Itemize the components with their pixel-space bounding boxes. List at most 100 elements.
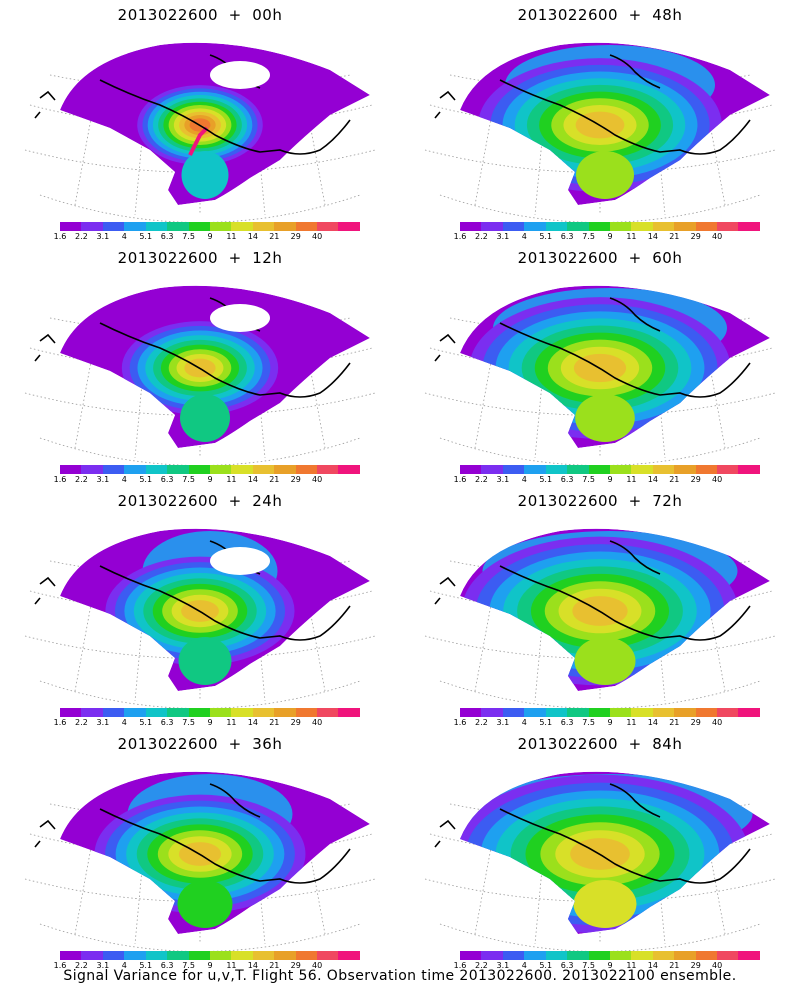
- colorbar-swatch: [317, 951, 339, 960]
- map-panel: 2013022600 + 48h 1.6 2.2 3.1 4 5.1 6.3 7.5 9 11 14…: [400, 0, 800, 241]
- colorbar-swatch: [102, 222, 125, 231]
- colorbar-swatch: [60, 465, 82, 474]
- colorbar: 1.6 2.2 3.1 4 5.1 6.3 7.5 9 11 14 21 29 40: [454, 708, 760, 732]
- colorbar-tick-label: 4: [121, 961, 127, 970]
- colorbar-tick-label: 11: [226, 961, 237, 970]
- variance-field: [460, 771, 770, 934]
- colorbar-tick-label: 21: [669, 961, 680, 970]
- colorbar-swatch: [338, 222, 360, 231]
- variance-map: [24, 528, 376, 708]
- colorbar-swatch: [588, 465, 610, 474]
- map-panel: 2013022600 + 72h 1.6 2.2 3.1 4 5.1 6.3 7.5 9 11 14…: [400, 486, 800, 727]
- colorbar-tick-label: 2.2: [475, 718, 488, 727]
- colorbar-tick-label: 4: [121, 475, 127, 484]
- colorbar-tick-label: 9: [207, 232, 213, 241]
- panel-title: 2013022600 + 36h: [117, 735, 283, 753]
- colorbar-swatch: [609, 465, 632, 474]
- panel-title: 2013022600 + 00h: [117, 6, 283, 24]
- colorbar-tick-label: 3.1: [96, 961, 110, 970]
- colorbar-swatch: [124, 708, 146, 717]
- colorbar-tick-label: 1.6: [453, 961, 467, 970]
- colorbar-tick-label: 3.1: [96, 718, 110, 727]
- colorbar-swatch: [231, 222, 253, 231]
- colorbar-swatch: [188, 222, 210, 231]
- colorbar-tick-label: 21: [669, 475, 680, 484]
- colorbar-swatch: [338, 708, 360, 717]
- missing-data: [210, 304, 270, 332]
- colorbar-tick-label: 14: [647, 718, 658, 727]
- panel-title: 2013022600 + 24h: [117, 492, 283, 510]
- colorbar-swatch: [295, 465, 318, 474]
- colorbar-swatch: [295, 708, 318, 717]
- colorbar-tick-label: 6.3: [160, 232, 174, 241]
- colorbar-tick-label: 29: [290, 232, 301, 241]
- colorbar-swatch: [674, 708, 696, 717]
- colorbar-tick-label: 29: [690, 961, 701, 970]
- coastline: [434, 540, 751, 641]
- colorbar-swatch: [460, 222, 482, 231]
- colorbar-swatch: [60, 951, 82, 960]
- colorbar-swatch: [652, 222, 675, 231]
- colorbar-swatch: [481, 708, 503, 717]
- contour-fill: [177, 880, 233, 928]
- colorbar-swatch: [274, 708, 296, 717]
- colorbar-swatch: [188, 465, 210, 474]
- colorbar-tick-label: 3.1: [496, 232, 510, 241]
- colorbar-tick-label: 1.6: [453, 232, 467, 241]
- colorbar-swatch: [588, 951, 610, 960]
- colorbar-tick-label: 40: [312, 232, 323, 241]
- colorbar-tick-label: 40: [312, 475, 323, 484]
- colorbar-tick-label: 21: [669, 232, 680, 241]
- colorbar-tick-label: 11: [626, 718, 637, 727]
- variance-map: [24, 42, 376, 222]
- colorbar-swatch: [545, 465, 568, 474]
- colorbar-swatch: [188, 951, 210, 960]
- variance-map: [24, 771, 376, 951]
- colorbar-tick-label: 7.5: [182, 232, 195, 241]
- colorbar-tick-label: 1.6: [53, 718, 67, 727]
- colorbar-swatch: [295, 222, 318, 231]
- colorbar-swatch: [338, 951, 360, 960]
- colorbar-tick-label: 14: [247, 961, 258, 970]
- colorbar: 1.6 2.2 3.1 4 5.1 6.3 7.5 9 11 14 21 29 40: [454, 951, 760, 975]
- colorbar-tick-label: 14: [647, 961, 658, 970]
- variance-field: [460, 528, 770, 691]
- colorbar-swatch: [317, 708, 339, 717]
- colorbar-swatch: [274, 222, 296, 231]
- variance-field: [60, 528, 370, 691]
- colorbar-swatch: [545, 951, 568, 960]
- colorbar-tick-label: 40: [712, 718, 723, 727]
- colorbar-swatch: [545, 222, 568, 231]
- colorbar-swatch: [652, 465, 675, 474]
- colorbar-tick-label: 1.6: [53, 475, 67, 484]
- map-panel: 2013022600 + 00h 1.6 2.2 3.1 4 5.1 6.3 7.5 9 11 14…: [0, 0, 400, 241]
- colorbar-tick-label: 7.5: [182, 718, 195, 727]
- colorbar-tick-label: 6.3: [160, 718, 174, 727]
- colorbar-tick-label: 5.1: [539, 475, 553, 484]
- colorbar-tick-label: 7.5: [182, 961, 195, 970]
- colorbar-swatch: [524, 708, 546, 717]
- colorbar-swatch: [145, 951, 168, 960]
- map-panel: 2013022600 + 84h 1.6 2.2 3.1 4 5.1 6.3 7.5 9 11 14…: [400, 729, 800, 970]
- coastline: [434, 783, 751, 884]
- variance-field: [60, 42, 370, 206]
- colorbar-swatch: [738, 465, 760, 474]
- colorbar-swatch: [652, 951, 675, 960]
- colorbar-tick-label: 4: [121, 232, 127, 241]
- coastline: [434, 54, 751, 155]
- colorbar-swatch: [524, 951, 546, 960]
- variance-field: [60, 285, 370, 448]
- colorbar-tick-label: 7.5: [582, 475, 595, 484]
- colorbar-tick-label: 3.1: [496, 475, 510, 484]
- colorbar-tick-label: 7.5: [582, 718, 595, 727]
- colorbar-tick-label: 11: [226, 475, 237, 484]
- variance-field: [460, 285, 770, 448]
- colorbar-tick-label: 5.1: [539, 232, 553, 241]
- map-panel: 2013022600 + 60h 1.6 2.2 3.1 4 5.1 6.3 7.5 9 11 14…: [400, 243, 800, 484]
- colorbar-swatch: [695, 465, 718, 474]
- colorbar-swatch: [567, 951, 589, 960]
- colorbar-tick-label: 11: [226, 718, 237, 727]
- colorbar-swatch: [317, 222, 339, 231]
- colorbar-swatch: [60, 708, 82, 717]
- colorbar-swatch: [124, 465, 146, 474]
